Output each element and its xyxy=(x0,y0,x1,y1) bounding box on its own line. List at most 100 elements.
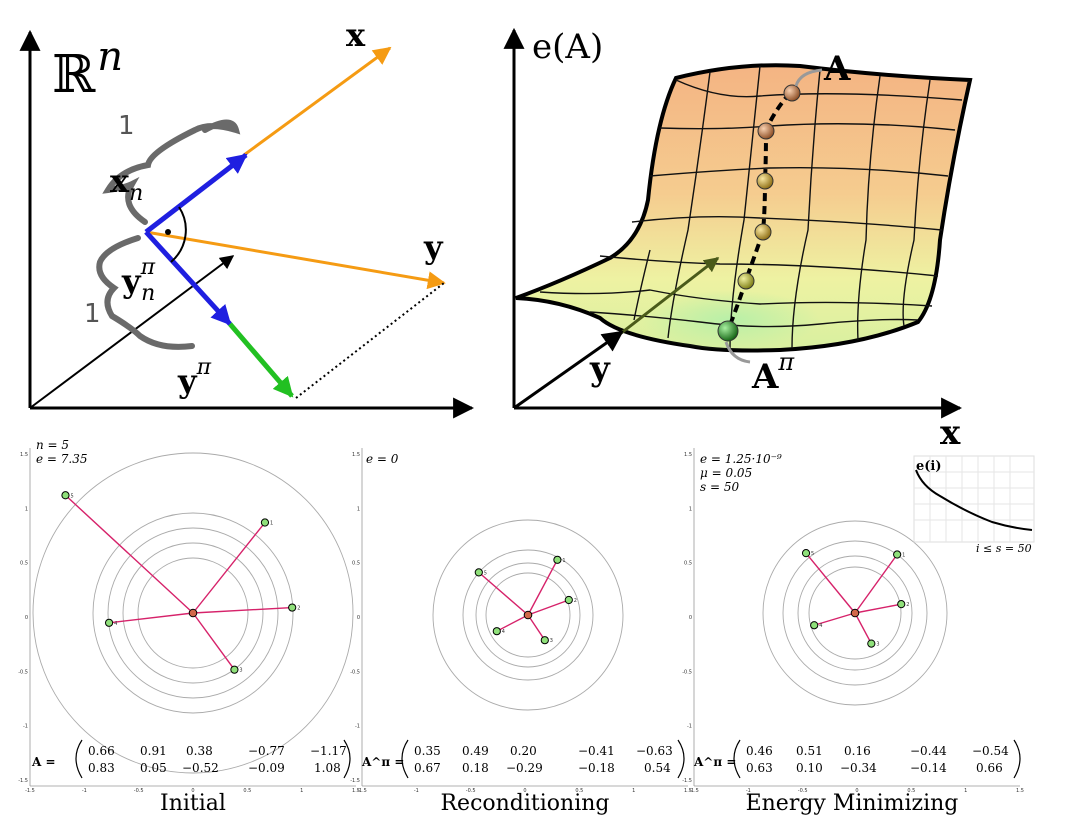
matrix: A^π = 0.46 0.51 0.16 −0.44 −0.54 0.63 0.… xyxy=(693,739,1021,779)
y-tick-label: 1 xyxy=(357,506,360,512)
y-tick-label: 0 xyxy=(357,615,360,621)
matrix-bracket-left xyxy=(75,739,83,779)
surface-grid xyxy=(539,65,963,349)
matrix-cell: −0.14 xyxy=(910,761,947,775)
data-point xyxy=(104,618,114,627)
matrix-cell: −0.54 xyxy=(972,744,1009,758)
x-tick-label: 1.5 xyxy=(684,788,692,794)
center-point xyxy=(188,608,198,618)
step-ball-5 xyxy=(737,272,755,290)
spoke-line xyxy=(527,599,570,616)
reference-rings xyxy=(762,520,948,706)
point-label: 5 xyxy=(70,493,73,499)
matrix-cell: 1.08 xyxy=(314,761,341,775)
inset-energy-curve xyxy=(915,469,1033,531)
matrix-cell: 0.66 xyxy=(88,744,115,758)
matrix-cell: −0.63 xyxy=(636,744,673,758)
brace-label-upper: 1 xyxy=(118,111,135,141)
reference-ring xyxy=(122,542,264,684)
plot-area: 1.510.50-0.5-1-1.5-1.5 -1 -0.5 0 0.5 1 1.51234… xyxy=(18,448,360,794)
spoke-line xyxy=(108,612,194,624)
panel-caption: Energy Minimizing xyxy=(746,791,959,816)
matrix-cell: 0.18 xyxy=(462,761,489,775)
data-point xyxy=(893,550,902,559)
matrix-bracket-right xyxy=(343,739,351,779)
data-point xyxy=(801,549,811,558)
axis-energy-label: e(A) xyxy=(532,27,603,67)
panel-info-3: s = 50 xyxy=(700,480,739,494)
y-tick-label: 1 xyxy=(25,506,28,512)
step-ball-4 xyxy=(754,223,772,241)
spoke-line xyxy=(854,554,898,614)
y-tick-label: 1.5 xyxy=(684,452,692,458)
inset-plot: e(i) i ≤ s = 50 xyxy=(913,455,1035,555)
y-tick-label: -1.5 xyxy=(682,778,692,784)
label-xn: xn xyxy=(110,162,143,206)
data-point xyxy=(540,636,549,645)
label-y: y xyxy=(423,228,444,266)
point-label: 2 xyxy=(297,606,300,612)
reference-ring xyxy=(782,540,928,686)
y-tick-label: 1 xyxy=(689,506,692,512)
x-tick-label: 1 xyxy=(300,788,303,794)
data-point xyxy=(810,621,819,630)
x-tick-label: 1 xyxy=(632,788,635,794)
reference-ring xyxy=(137,557,249,669)
matrix-cell: −0.44 xyxy=(910,744,947,758)
matrix-bracket-right xyxy=(1013,739,1021,779)
spoke-line xyxy=(527,559,559,616)
y-tick-label: -1 xyxy=(687,724,692,730)
matrix-cell: 0.20 xyxy=(510,744,537,758)
reference-ring xyxy=(475,562,581,668)
matrix-label: A^π = xyxy=(693,755,736,769)
inset-title: e(i) xyxy=(916,459,942,474)
axis-y-back xyxy=(619,256,720,336)
point-label: 2 xyxy=(574,598,577,604)
panel-info-1: e = 0 xyxy=(366,452,399,466)
reference-ring xyxy=(808,566,902,660)
vector-ynpi xyxy=(144,230,232,326)
point-label: 3 xyxy=(550,638,553,644)
matrix-cell: 0.49 xyxy=(462,744,489,758)
y-tick-label: -1.5 xyxy=(18,778,28,784)
point-label: 1 xyxy=(270,521,273,527)
vector-xn xyxy=(144,153,248,234)
spoke-line xyxy=(192,606,293,614)
center-point xyxy=(523,610,533,620)
matrix-cell: −0.52 xyxy=(182,761,219,775)
y-tick-label: -0.5 xyxy=(350,669,360,675)
reference-ring xyxy=(462,549,594,681)
y-tick-label: -0.5 xyxy=(682,669,692,675)
y-tick-label: 0.5 xyxy=(352,561,360,567)
panel-energy-minimizing: 1.510.50-0.5-1-1.5-1.5 -1 -0.5 0 0.5 1 1.51234… xyxy=(682,448,1035,816)
matrix-cell: −1.17 xyxy=(310,744,347,758)
plot-area: 1.510.50-0.5-1-1.5-1.5 -1 -0.5 0 0.5 1 1.51234… xyxy=(682,448,1024,794)
y-tick-label: -0.5 xyxy=(18,669,28,675)
x-tick-label: 1 xyxy=(964,788,967,794)
start-leader xyxy=(794,68,823,87)
matrix-cell: 0.51 xyxy=(796,744,823,758)
spoke-line xyxy=(478,571,529,616)
matrix-cell: 0.91 xyxy=(140,744,167,758)
projection-line xyxy=(295,282,445,399)
x-tick-label: 0 xyxy=(523,788,526,794)
end-label: Aπ xyxy=(751,348,795,397)
step-ball-1 xyxy=(783,84,801,102)
panel-info-2: μ = 0.05 xyxy=(700,466,752,480)
point-label: 3 xyxy=(876,642,879,648)
brace-label-lower: 1 xyxy=(84,299,101,329)
step-ball-2 xyxy=(757,122,775,140)
matrix-cell: −0.77 xyxy=(248,744,285,758)
matrix-label: A^π = xyxy=(361,755,404,769)
label-ynpi: yπ n xyxy=(121,255,156,306)
vector-diagram: ℝn 1 1 x y xn yπ n yπ xyxy=(19,16,475,419)
spoke-line xyxy=(527,614,546,641)
spoke-line xyxy=(854,603,902,614)
x-tick-label: -1.5 xyxy=(25,788,35,794)
matrix-label: A = xyxy=(31,755,56,769)
spoke-line xyxy=(192,612,235,671)
reference-ring xyxy=(432,519,624,711)
point-label: 5 xyxy=(811,551,814,557)
matrix-cell: 0.67 xyxy=(414,761,441,775)
